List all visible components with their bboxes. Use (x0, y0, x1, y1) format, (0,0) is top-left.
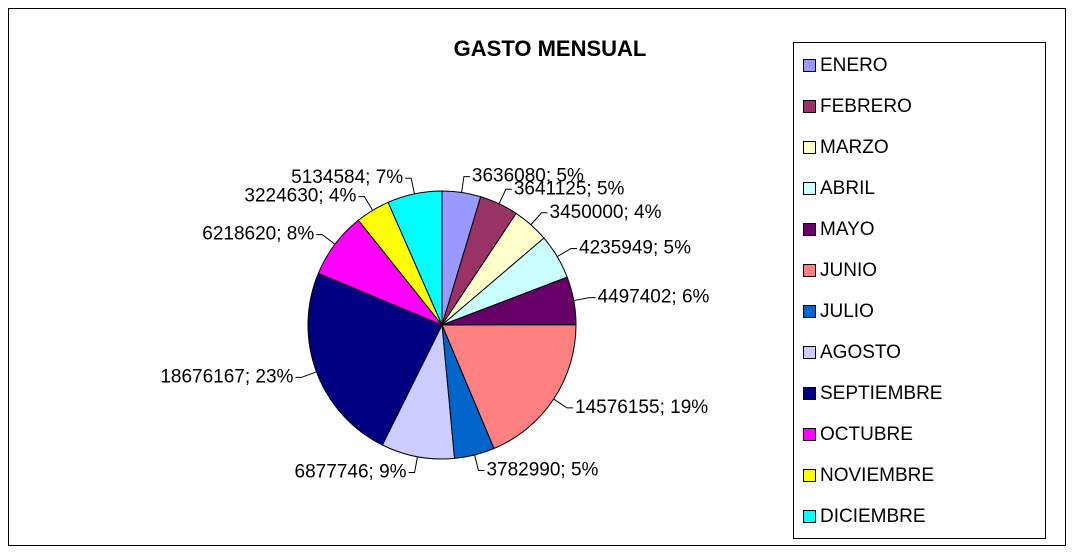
legend-swatch (803, 346, 816, 359)
legend-swatch (803, 59, 816, 72)
leader-line (573, 297, 596, 302)
leader-line (530, 212, 548, 226)
leader-line (461, 176, 470, 193)
data-label: 5134584; 7% (291, 167, 403, 188)
leader-line (358, 196, 374, 211)
data-label: 3636080; 5% (472, 166, 584, 187)
data-label: 4235949; 5% (579, 237, 691, 258)
data-label: 3782990; 5% (486, 460, 598, 481)
data-label: 3450000; 4% (550, 202, 662, 223)
legend-label: OCTUBRE (820, 424, 913, 445)
data-label: 3641125; 5% (514, 178, 625, 199)
pie-slice (441, 324, 577, 450)
legend-swatch (803, 223, 816, 236)
chart-title: GASTO MENSUAL (454, 36, 647, 61)
leader-line (316, 234, 336, 245)
legend-swatch (803, 510, 816, 523)
leader-line (498, 188, 512, 204)
legend-box (793, 42, 1046, 539)
leader-line (474, 454, 485, 471)
data-label: 6877746; 9% (295, 461, 407, 482)
legend-label: ABRIL (820, 178, 875, 199)
data-label: 6218620; 8% (202, 224, 314, 245)
legend-swatch (803, 387, 816, 400)
legend-swatch (803, 141, 816, 154)
pie-slice (307, 272, 443, 446)
legend-label: SEPTIEMBRE (820, 383, 942, 404)
data-label: 18676167; 23% (160, 366, 293, 387)
leader-line (295, 371, 317, 378)
legend-label: MAYO (820, 219, 875, 240)
data-label: 3224630; 4% (244, 186, 356, 207)
leader-line (553, 398, 574, 409)
legend-swatch (803, 182, 816, 195)
legend-swatch (803, 100, 816, 113)
legend-label: MARZO (820, 137, 889, 158)
data-label: 14576155; 19% (575, 397, 708, 418)
leader-line (556, 247, 578, 258)
legend-label: AGOSTO (820, 342, 901, 363)
legend-label: NOVIEMBRE (820, 465, 934, 486)
legend-label: DICIEMBRE (820, 506, 926, 527)
legend-label: JULIO (820, 301, 874, 322)
leader-line (408, 456, 418, 473)
legend-swatch (803, 469, 816, 482)
data-label: 4497402; 6% (597, 287, 709, 308)
legend-label: JUNIO (820, 260, 877, 281)
legend-swatch (803, 305, 816, 318)
legend-swatch (803, 264, 816, 277)
legend-label: FEBRERO (820, 96, 912, 117)
legend-swatch (803, 428, 816, 441)
legend-label: ENERO (820, 55, 888, 76)
leader-line (405, 177, 415, 194)
